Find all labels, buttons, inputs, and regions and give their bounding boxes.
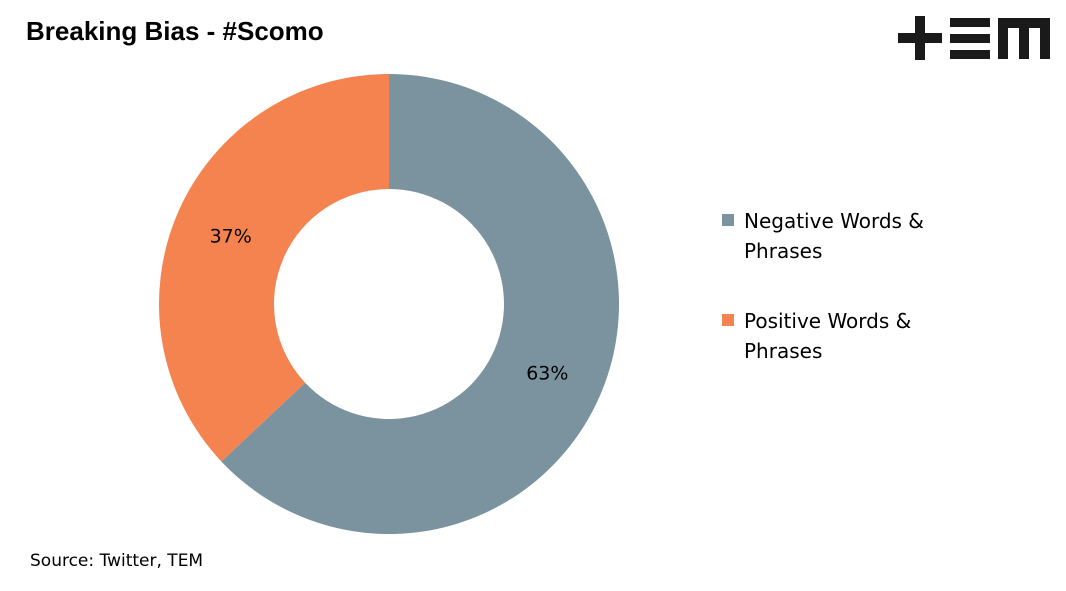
data-label-negative: 63%	[526, 363, 568, 385]
legend-swatch-positive	[722, 314, 734, 326]
source-note: Source: Twitter, TEM	[30, 551, 204, 571]
legend-swatch-negative	[722, 214, 734, 226]
donut-slice-positive	[159, 74, 389, 462]
donut-slice-negative	[221, 74, 619, 534]
legend-item-negative: Negative Words & Phrases	[722, 206, 944, 266]
tem-logo	[898, 16, 1050, 60]
chart-legend: Negative Words & Phrases Positive Words …	[722, 206, 944, 406]
data-label-positive: 37%	[210, 225, 252, 247]
legend-label-positive: Positive Words & Phrases	[744, 309, 912, 363]
chart-title: Breaking Bias - #Scomo	[26, 16, 324, 46]
legend-label-negative: Negative Words & Phrases	[744, 209, 924, 263]
legend-item-positive: Positive Words & Phrases	[722, 306, 944, 366]
